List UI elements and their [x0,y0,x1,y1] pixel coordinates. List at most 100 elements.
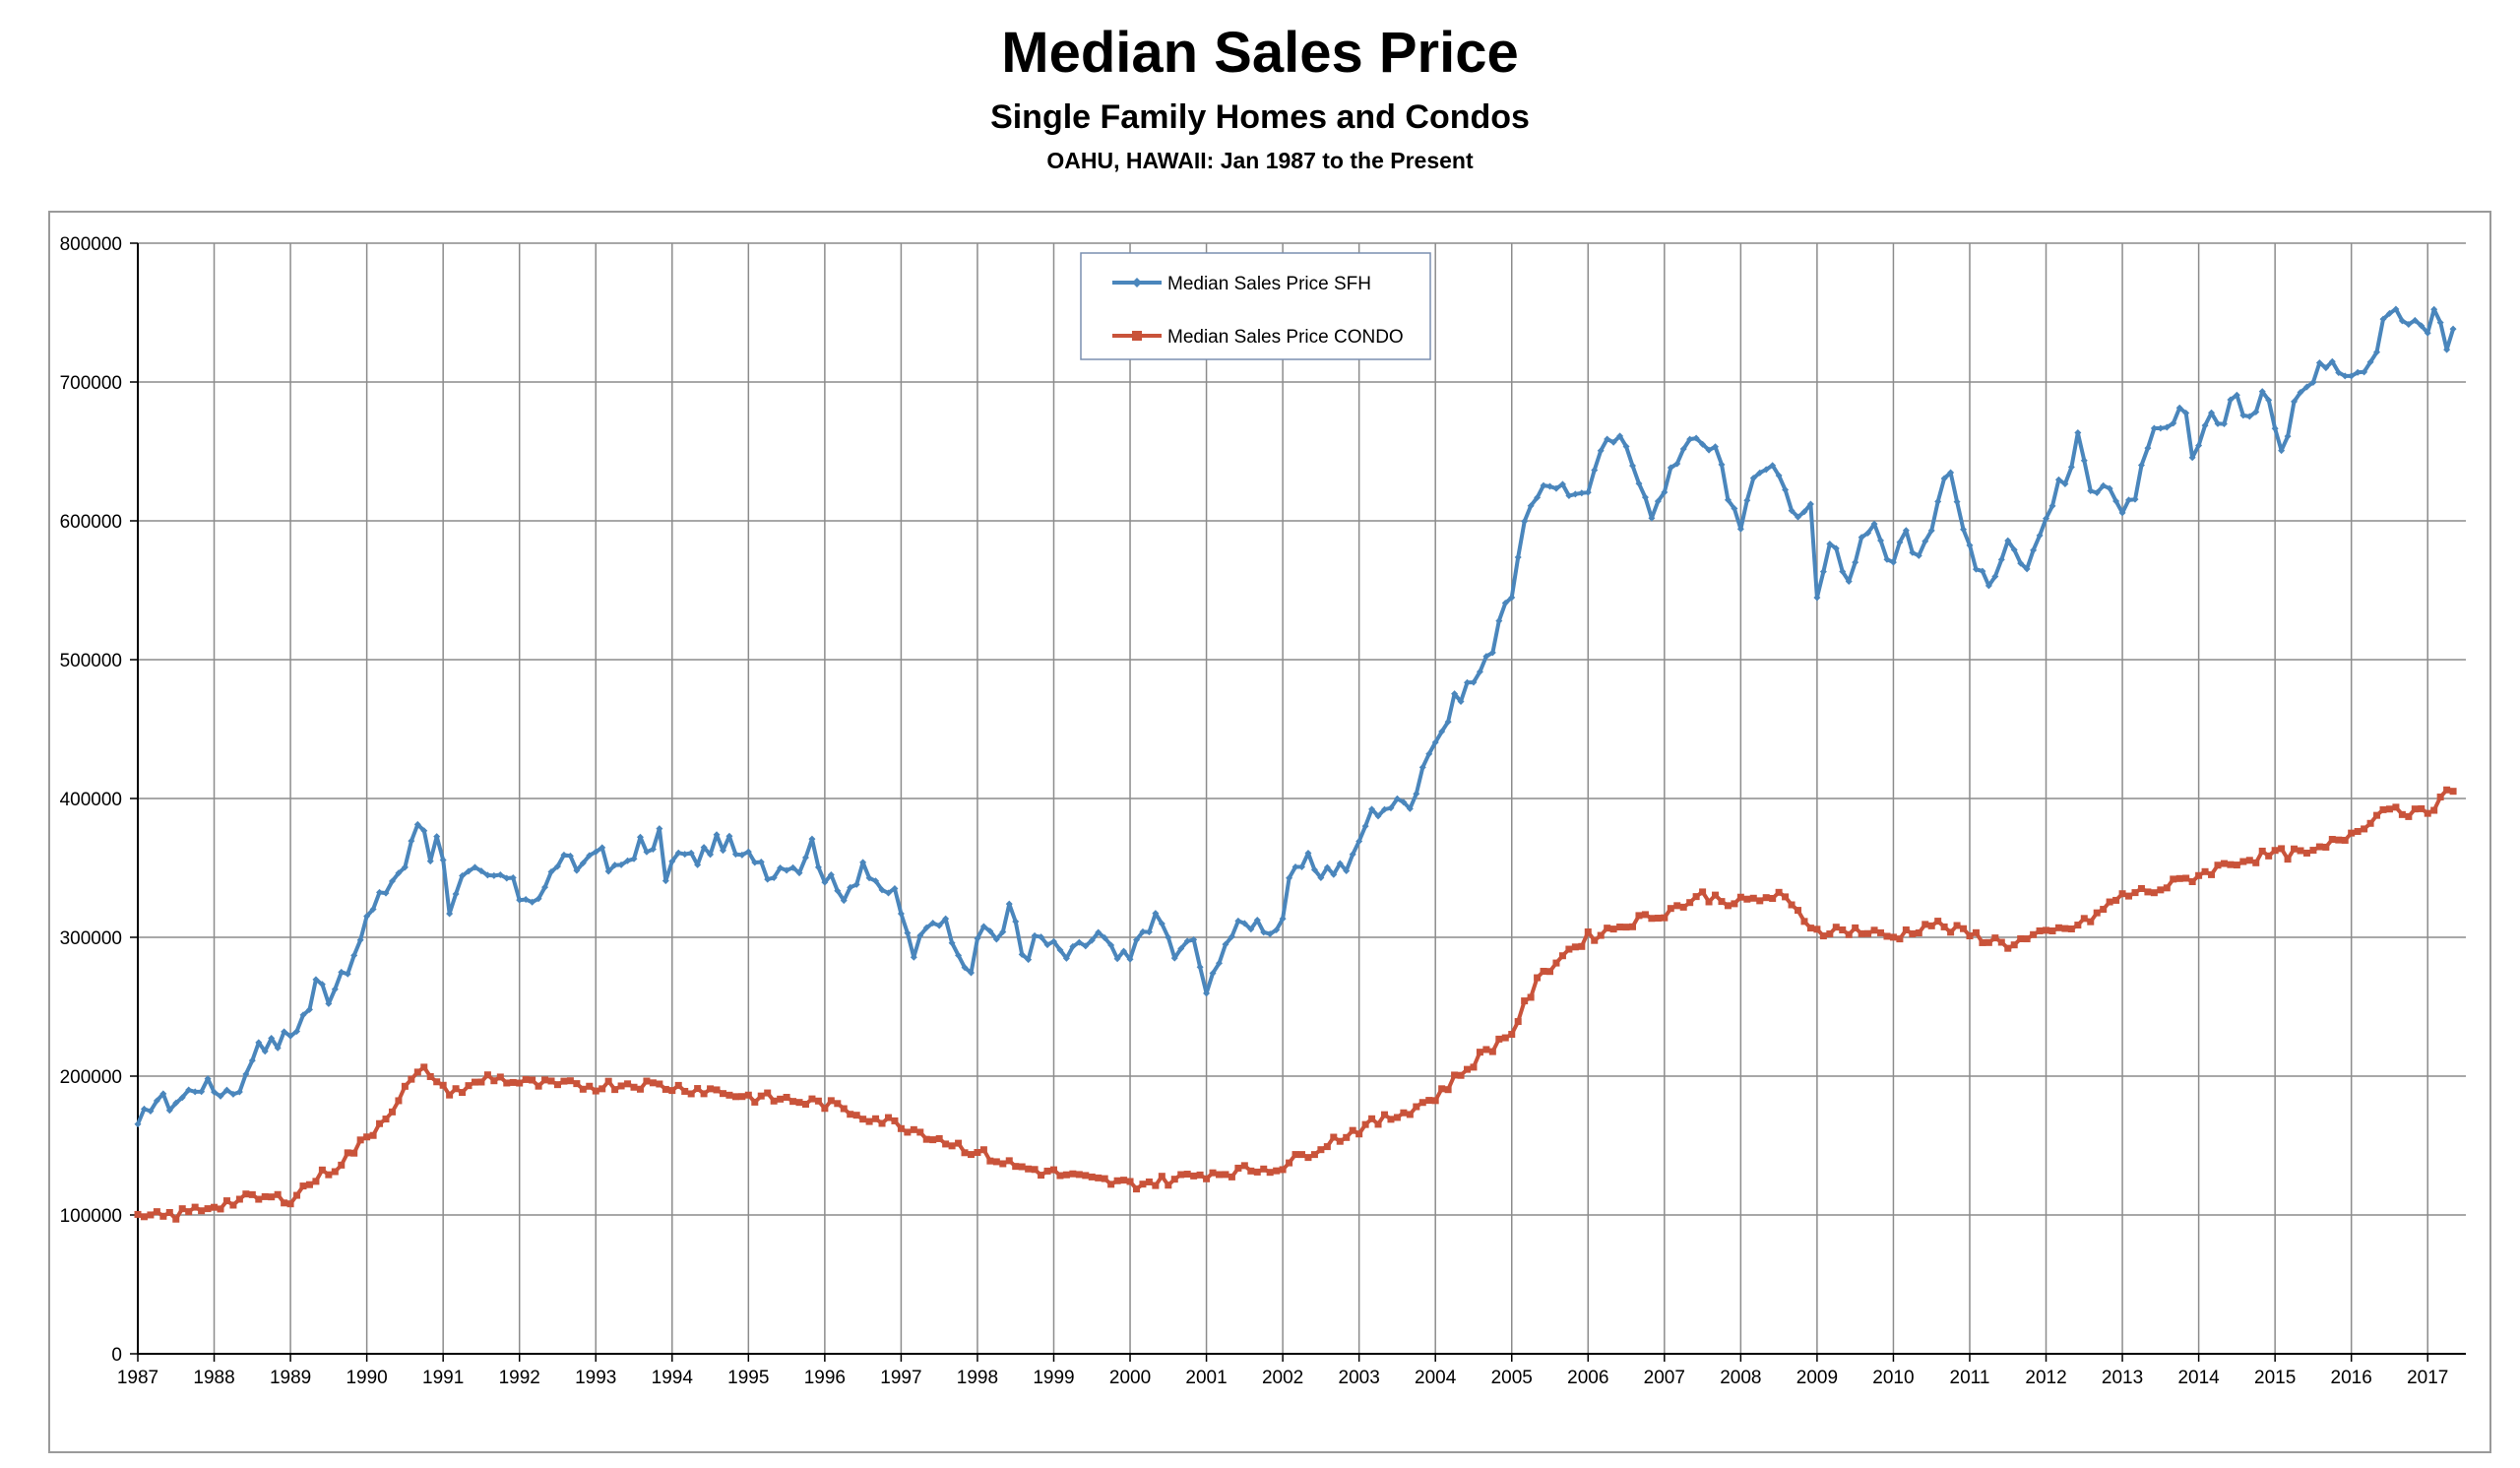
condo-point [172,1215,180,1223]
condo-point [1043,1167,1051,1175]
sfh-point [1984,582,1992,590]
sfh-point [929,920,937,927]
sfh-point [1788,507,1796,515]
condo-point [1960,925,1968,932]
condo-point [2004,944,2012,952]
condo-point [235,1195,243,1203]
sfh-point [1438,728,1446,735]
condo-point [617,1082,625,1090]
condo-point [904,1128,912,1136]
sfh-point [852,880,860,888]
condo-point [1762,894,1770,902]
condo-point [808,1095,816,1103]
condo-point [2373,811,2381,819]
x-tick-label: 1987 [117,1368,158,1388]
sfh-point [1501,600,1509,607]
sfh-point [305,1005,313,1013]
sfh-point [178,1094,186,1102]
sfh-point [477,867,485,875]
sfh-point [541,883,549,891]
condo-point [1247,1167,1255,1175]
condo-point [1813,925,1821,933]
sfh-point [1101,933,1108,941]
condo-point [529,1076,536,1084]
condo-point [2258,847,2266,855]
sfh-point [2335,368,2343,376]
condo-point [2233,862,2240,869]
sfh-point [1145,928,1153,936]
condo-point [719,1090,726,1098]
sfh-point [1482,653,1490,661]
condo-point [1387,1116,1395,1123]
sfh-point [801,854,809,862]
condo-point [1604,925,1611,932]
condo-point [624,1080,632,1088]
condo-point [1418,1099,1426,1107]
sfh-point [1940,475,1948,482]
sfh-point [1705,446,1713,454]
condo-point [713,1086,721,1094]
condo-point [1984,938,1992,946]
condo-point [2208,870,2216,878]
sfh-point [1132,936,1140,944]
condo-point [1203,1175,1211,1182]
condo-point [1038,1172,1045,1180]
sfh-point [2023,565,2031,573]
condo-point [426,1072,434,1080]
sfh-point [1769,462,1777,470]
condo-point [338,1161,346,1169]
sfh-point [2361,368,2368,376]
sfh-point [1203,989,1211,997]
condo-point [1132,1185,1140,1193]
condo-point [2424,809,2431,817]
condo-point [2418,804,2426,812]
sfh-point [1922,538,1929,545]
condo-point [2131,889,2139,897]
condo-point [483,1071,491,1079]
condo-point [1209,1169,1217,1177]
condo-point [1845,930,1853,938]
legend-sfh-label: Median Sales Price SFH [1167,274,1371,294]
sfh-point [1107,941,1115,949]
chart-frame [48,211,2491,1453]
sfh-point [2341,372,2349,380]
condo-point [2436,793,2444,800]
sfh-point [1457,698,1465,706]
condo-point [2220,860,2228,867]
sfh-point [1902,527,1910,535]
condo-point [134,1210,142,1218]
condo-point [140,1213,148,1221]
sfh-point [687,849,695,857]
condo-point [1667,905,1674,913]
condo-point [872,1115,880,1122]
sfh-point [2118,509,2126,517]
sfh-point [1361,822,1369,830]
condo-point [325,1171,333,1179]
sfh-point [2048,502,2056,510]
condo-point [1304,1154,1312,1162]
condo-point [1654,915,1662,923]
condo-point [1062,1171,1070,1179]
sfh-point [1806,500,1814,508]
condo-point [573,1080,581,1088]
condo-point [293,1191,301,1199]
condo-point [2348,829,2356,837]
condo-point [1565,945,1573,953]
condo-point [1343,1133,1351,1141]
sfh-point [503,874,511,882]
condo-point [1648,915,1656,923]
sfh-point [725,832,733,840]
sfh-point [318,981,326,989]
condo-point [2379,805,2387,813]
condo-series [134,786,2457,1223]
sfh-point [2017,559,2025,567]
condo-point [477,1078,485,1086]
x-tick-label: 1997 [880,1368,921,1388]
sfh-point [2030,546,2038,554]
sfh-point [2080,457,2088,465]
chart-title: Median Sales Price [1001,21,1519,85]
condo-point [516,1079,524,1087]
sfh-point [872,877,880,885]
x-tick-label: 1995 [727,1368,769,1388]
sfh-point [1355,837,1363,845]
